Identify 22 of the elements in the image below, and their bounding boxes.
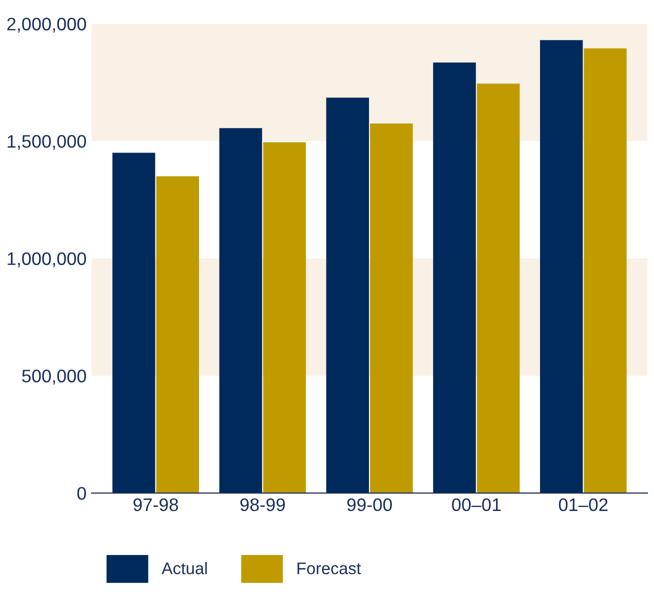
y-tick-label: 1,500,000	[8, 135, 86, 150]
bar	[476, 84, 520, 494]
x-tick-label: 00–01	[452, 498, 501, 512]
y-tick-label: 0	[77, 486, 86, 500]
bar	[263, 142, 306, 494]
bar	[370, 123, 413, 494]
y-tick-label: 1,000,000	[8, 252, 86, 268]
bar	[326, 98, 369, 494]
legend-label: Actual	[162, 562, 207, 574]
legend-label: Forecast	[298, 562, 361, 574]
bar	[433, 62, 476, 494]
x-tick-label: 98-99	[240, 498, 285, 512]
y-tick-label: 500,000	[22, 370, 86, 385]
x-tick-label: 97-98	[133, 498, 178, 512]
x-tick-label: 01–02	[558, 498, 608, 512]
bar	[219, 128, 262, 494]
bar	[112, 152, 156, 494]
y-tick-label: 2,000,000	[7, 18, 86, 33]
bar	[540, 40, 583, 494]
bar	[156, 176, 199, 494]
bar	[584, 48, 627, 494]
x-tick-label: 99-00	[347, 498, 392, 512]
